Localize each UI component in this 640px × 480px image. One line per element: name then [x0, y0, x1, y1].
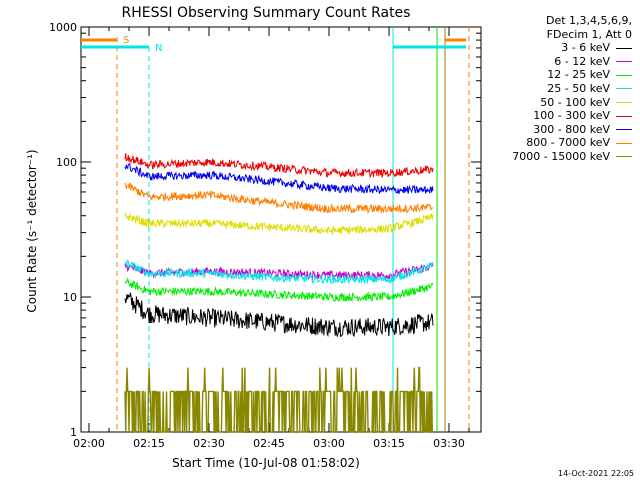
legend-label: 12 - 25 keV: [547, 68, 610, 82]
marker-label-s: S: [123, 35, 129, 46]
legend-label: 25 - 50 keV: [547, 81, 610, 95]
legend-swatch: [616, 142, 632, 144]
y-tick-label: 1000: [49, 21, 77, 34]
legend-label: 3 - 6 keV: [561, 41, 610, 55]
footer-timestamp: 14-Oct-2021 22:05: [558, 469, 634, 478]
y-tick-label: 100: [56, 156, 77, 169]
legend-label: 800 - 7000 keV: [526, 136, 610, 150]
legend-swatch: [616, 156, 632, 158]
x-axis-label: Start Time (10-Jul-08 01:58:02): [172, 456, 360, 470]
legend-label: 7000 - 15000 keV: [512, 149, 610, 163]
legend-entry: 300 - 800 keV: [512, 123, 632, 137]
x-tick-label: 02:30: [193, 437, 225, 450]
y-tick-label: 10: [63, 291, 77, 304]
legend-entry: 7000 - 15000 keV: [512, 150, 632, 164]
series-line-800-7000-kev: [124, 182, 434, 215]
x-tick-label: 02:00: [73, 437, 105, 450]
series-line-300-800-kev: [124, 162, 434, 195]
series-line-50-100-kev: [124, 212, 434, 235]
series-line-3-6-kev: [124, 292, 434, 338]
legend-header-line-2: FDecim 1, Att 0: [546, 27, 632, 41]
plot-frame: [80, 26, 482, 433]
legend-label: 6 - 12 keV: [554, 54, 610, 68]
legend-entry: 3 - 6 keV: [512, 41, 632, 55]
legend: Det 1,3,4,5,6,9, FDecim 1, Att 0 3 - 6 k…: [512, 14, 632, 164]
legend-entry: 800 - 7000 keV: [512, 136, 632, 150]
legend-entry: 6 - 12 keV: [512, 55, 632, 69]
legend-swatch: [616, 88, 632, 90]
x-tick-label: 03:30: [433, 437, 465, 450]
legend-header-line-1: Det 1,3,4,5,6,9,: [545, 14, 632, 27]
x-tick-label: 03:15: [373, 437, 405, 450]
legend-label: 300 - 800 keV: [533, 122, 610, 136]
legend-label: 50 - 100 keV: [540, 95, 610, 109]
legend-swatch: [616, 61, 632, 63]
legend-swatch: [616, 102, 632, 104]
series-line-7000-15000-kev: [124, 366, 433, 433]
x-tick-label: 02:45: [253, 437, 285, 450]
marker-label-n: N: [155, 43, 162, 54]
series-line-12-25-kev: [124, 277, 434, 303]
legend-swatch: [616, 47, 632, 49]
legend-entry: 12 - 25 keV: [512, 68, 632, 82]
legend-entry: 50 - 100 keV: [512, 96, 632, 110]
legend-swatch: [616, 74, 632, 76]
y-tick-label: 1: [70, 426, 77, 439]
series-line-100-300-kev: [124, 153, 434, 179]
y-axis-label: Count Rate (s⁻¹ detector⁻¹): [25, 149, 39, 312]
legend-label: 100 - 300 keV: [533, 109, 610, 123]
chart-title: RHESSI Observing Summary Count Rates: [122, 5, 411, 21]
x-tick-label: 03:00: [313, 437, 345, 450]
legend-entry: 25 - 50 keV: [512, 82, 632, 96]
series-line-25-50-kev: [124, 258, 434, 285]
x-tick-label: 02:15: [133, 437, 165, 450]
legend-swatch: [616, 129, 632, 131]
legend-swatch: [616, 115, 632, 117]
legend-entry: 100 - 300 keV: [512, 109, 632, 123]
